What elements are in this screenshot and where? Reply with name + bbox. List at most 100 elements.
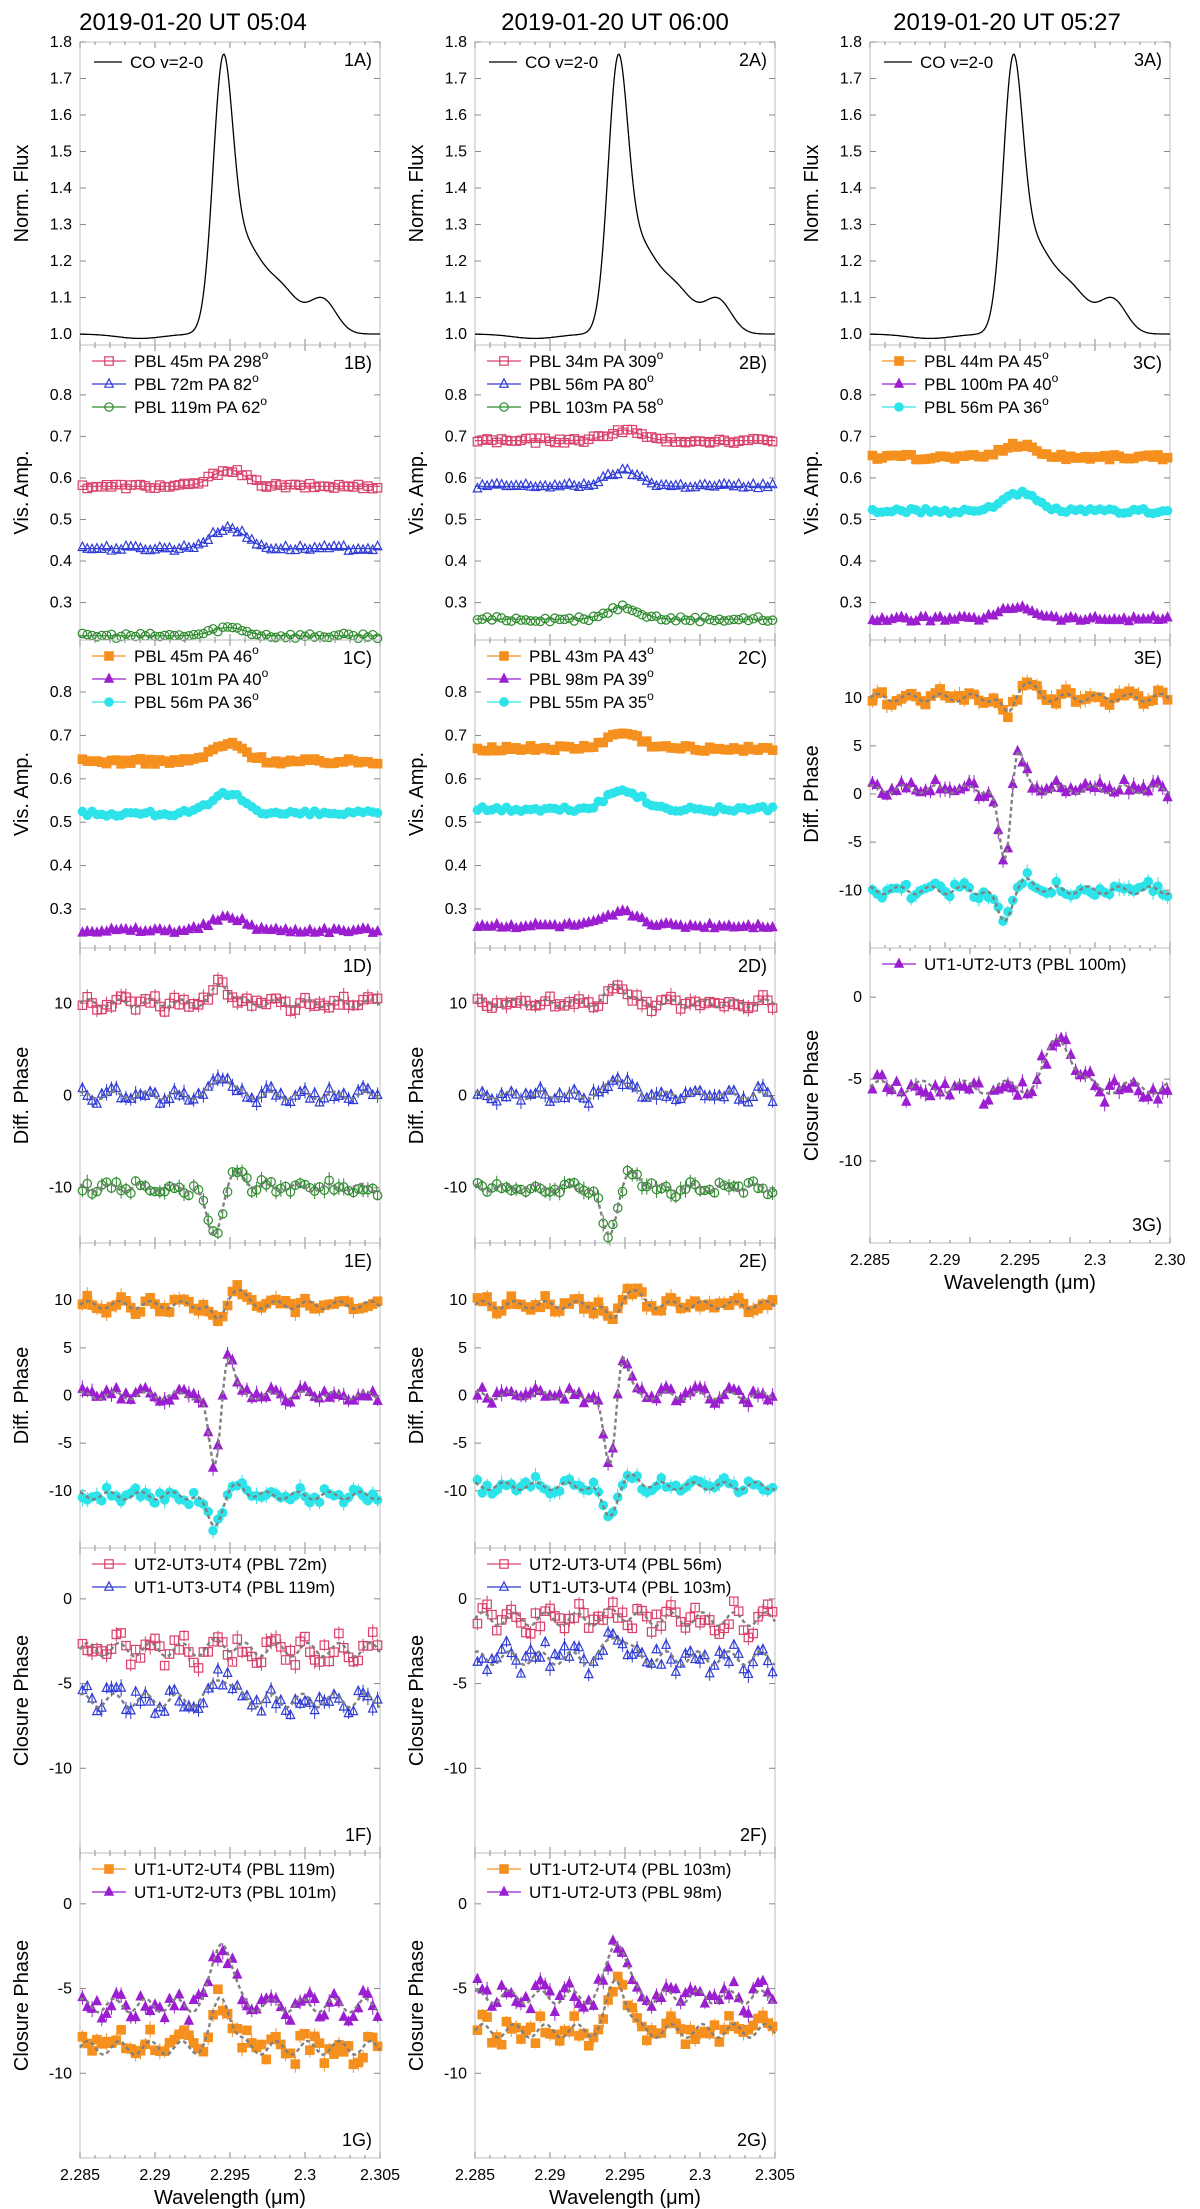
column-title-1: 2019-01-20 UT 05:04 (79, 9, 307, 36)
model-curve (79, 1288, 381, 1321)
legend-entry: UT1-UT3-UT4 (PBL 119m) (134, 1578, 335, 1597)
y-tick-label: 0.6 (445, 771, 467, 788)
legend-entry: PBL 101m PA 40o (134, 666, 269, 689)
series-cyan (472, 785, 778, 817)
y-axis-label: Diff. Phase (11, 1347, 33, 1444)
y-tick-label: 1.3 (50, 217, 72, 234)
y-tick-label: 0.7 (445, 727, 467, 744)
x-tick-label: 2.295 (605, 2167, 645, 2184)
model-curve (474, 1472, 776, 1518)
model-curve (870, 606, 1170, 620)
y-tick-label: -5 (58, 1676, 72, 1693)
model-curve (79, 1079, 381, 1101)
y-axis-label: Norm. Flux (801, 145, 823, 243)
x-tick-label: 2.3 (689, 2167, 711, 2184)
model-curve (80, 626, 380, 637)
model-curve (79, 1637, 381, 1658)
y-tick-label: 0.7 (50, 428, 72, 445)
y-tick-label: -5 (58, 1435, 72, 1452)
series-cyan (77, 787, 383, 821)
model-curve (869, 681, 1171, 714)
y-tick-label: 0 (458, 1088, 467, 1105)
x-tick-label: 2.295 (1000, 1252, 1040, 1269)
y-axis-label: Diff. Phase (406, 1347, 428, 1444)
series-purple (867, 1031, 1173, 1112)
y-tick-label: 1.4 (840, 180, 862, 197)
y-tick-label: 0.4 (840, 553, 862, 570)
y-tick-label: 0 (63, 1591, 72, 1608)
y-tick-label: 10 (54, 995, 72, 1012)
x-tick-label: 2.285 (850, 1252, 890, 1269)
y-tick-label: -10 (839, 1153, 862, 1170)
legend-entry: PBL 100m PA 40o (924, 371, 1059, 394)
series-blue (472, 463, 778, 493)
model-curve (475, 732, 775, 750)
y-tick-label: -5 (453, 1676, 467, 1693)
y-tick-label: 1.5 (840, 144, 862, 161)
model-curve (474, 983, 776, 1009)
model-curve (80, 793, 380, 815)
y-tick-label: 1.4 (50, 180, 72, 197)
panel-2e: 10 5 0 -5 -10 Diff. Phase 2E) (406, 1242, 778, 1549)
model-curve (870, 491, 1170, 512)
y-tick-label: 1.1 (840, 290, 862, 307)
y-tick-label: 0.4 (445, 553, 467, 570)
series-purple (867, 744, 1173, 868)
y-tick-label: 1.5 (445, 144, 467, 161)
panel-2b: 0.3 0.4 0.5 0.6 0.7 0.8 Vis. Amp. 2B) PBL 34m PA… (406, 344, 778, 641)
model-curve (80, 527, 380, 550)
panel-label-2a: 2A) (739, 50, 767, 70)
y-axis-label: Closure Phase (11, 1940, 33, 2071)
y-tick-label: 0 (63, 1896, 72, 1913)
panel-label-1a: 1A) (344, 50, 372, 70)
model-curve (475, 789, 775, 810)
model-curve (79, 1169, 381, 1237)
y-tick-label: -10 (49, 1760, 72, 1777)
series-orange (867, 674, 1173, 723)
y-tick-label: 0.5 (840, 512, 862, 529)
y-tick-label: -5 (848, 1071, 862, 1088)
series-orange (77, 1984, 383, 2073)
column-title-2: 2019-01-20 UT 06:00 (501, 9, 729, 36)
panel-2c: 0.3 0.4 0.5 0.6 0.7 0.8 Vis. Amp. 2C) PBL 43m PA… (406, 639, 778, 949)
series-red (472, 1595, 778, 1646)
legend-entry: PBL 103m PA 58o (529, 394, 664, 417)
y-tick-label: 1.2 (840, 253, 862, 270)
y-axis-label: Closure Phase (406, 1635, 428, 1766)
legend-entry: UT1-UT2-UT3 (PBL 101m) (134, 1883, 336, 1902)
legend-entry: PBL 45m PA 298o (134, 348, 269, 371)
x-tick-label: 2.285 (60, 2167, 100, 2184)
y-tick-label: 1.0 (50, 326, 72, 343)
legend-entry: UT1-UT2-UT3 (PBL 98m) (529, 1883, 722, 1902)
panel-label-3c: 3C) (1133, 353, 1162, 373)
y-tick-label: 0.6 (50, 470, 72, 487)
model-curve (474, 1636, 776, 1667)
legend-entry: CO v=2-0 (130, 53, 203, 72)
legend-entry: PBL 56m PA 36o (134, 689, 259, 712)
legend-entry: PBL 44m PA 45o (924, 348, 1049, 371)
y-tick-label: 1.0 (840, 326, 862, 343)
model-curve (869, 877, 1171, 923)
y-tick-label: 1.7 (50, 71, 72, 88)
y-tick-label: -5 (453, 1981, 467, 1998)
y-tick-label: 1.0 (445, 326, 467, 343)
y-tick-label: 10 (844, 690, 862, 707)
panel-label-1e: 1E) (344, 1251, 372, 1271)
x-tick-label: 2.30 (1154, 1252, 1185, 1269)
panel-label-1d: 1D) (343, 956, 372, 976)
y-axis-label: Closure Phase (801, 1030, 823, 1161)
y-tick-label: 1.8 (445, 34, 467, 51)
panel-2d: 10 0 -10 Diff. Phase 2D) (406, 947, 778, 1245)
y-tick-label: 1.7 (840, 71, 862, 88)
series-blue (472, 1071, 778, 1112)
co-flux-line (475, 53, 775, 340)
panel-frame (869, 947, 1171, 1244)
y-tick-label: 0.8 (50, 684, 72, 701)
y-tick-label: 1.8 (50, 34, 72, 51)
y-tick-label: -5 (453, 1435, 467, 1452)
y-tick-label: 0 (853, 786, 862, 803)
y-tick-label: 5 (458, 1340, 467, 1357)
model-curve (869, 749, 1171, 861)
series-green (472, 1164, 778, 1245)
